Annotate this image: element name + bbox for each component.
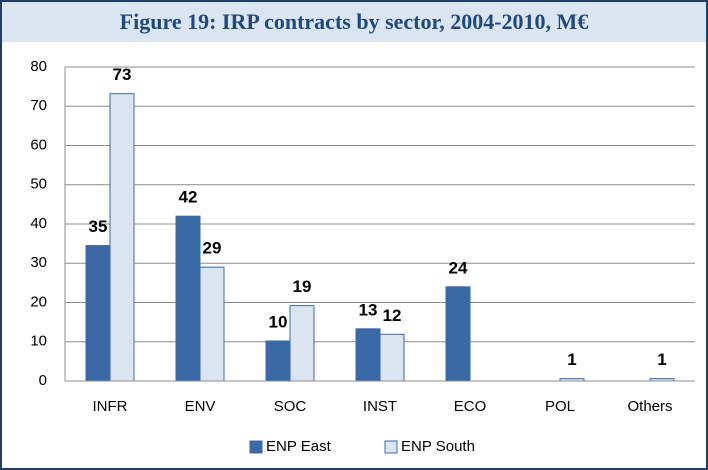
x-tick-label: INFR — [93, 398, 128, 415]
y-tick-label: 20 — [30, 293, 47, 310]
bar — [265, 340, 291, 382]
x-tick-label: SOC — [274, 398, 307, 415]
title-band — [2, 2, 706, 42]
data-label: 1 — [567, 350, 576, 369]
bar — [85, 245, 111, 382]
legend-swatch — [384, 440, 398, 454]
y-tick-label: 50 — [30, 176, 47, 193]
data-label: 13 — [359, 300, 378, 319]
legend-label: ENP South — [401, 438, 475, 455]
data-label: 24 — [449, 258, 468, 277]
bar — [445, 286, 471, 382]
data-label: 29 — [203, 239, 222, 258]
legend-swatch — [249, 440, 263, 454]
bar — [109, 93, 135, 382]
y-tick-label: 10 — [30, 333, 47, 350]
x-tick-label: POL — [545, 398, 575, 415]
chart-title: Figure 19: IRP contracts by sector, 2004… — [120, 9, 589, 34]
y-tick-label: 60 — [30, 136, 47, 153]
data-label: 42 — [179, 188, 198, 207]
bar — [175, 215, 201, 382]
bar — [379, 333, 405, 382]
x-tick-label: ENV — [185, 398, 216, 415]
y-tick-label: 0 — [39, 372, 47, 389]
data-label: 12 — [383, 306, 402, 325]
x-tick-label: INST — [363, 398, 397, 415]
x-tick-label: Others — [627, 398, 672, 415]
data-label: 19 — [293, 277, 312, 296]
y-tick-label: 40 — [30, 215, 47, 232]
y-tick-label: 30 — [30, 254, 47, 271]
data-label: 10 — [269, 312, 288, 331]
legend-label: ENP East — [266, 438, 332, 455]
y-tick-label: 80 — [30, 58, 47, 75]
bar — [289, 305, 315, 382]
data-label: 73 — [113, 65, 132, 84]
x-tick-label: ECO — [454, 398, 487, 415]
y-tick-label: 70 — [30, 97, 47, 114]
data-label: 1 — [657, 350, 666, 369]
bar — [355, 328, 381, 382]
data-label: 35 — [89, 217, 108, 236]
bar — [199, 266, 225, 382]
